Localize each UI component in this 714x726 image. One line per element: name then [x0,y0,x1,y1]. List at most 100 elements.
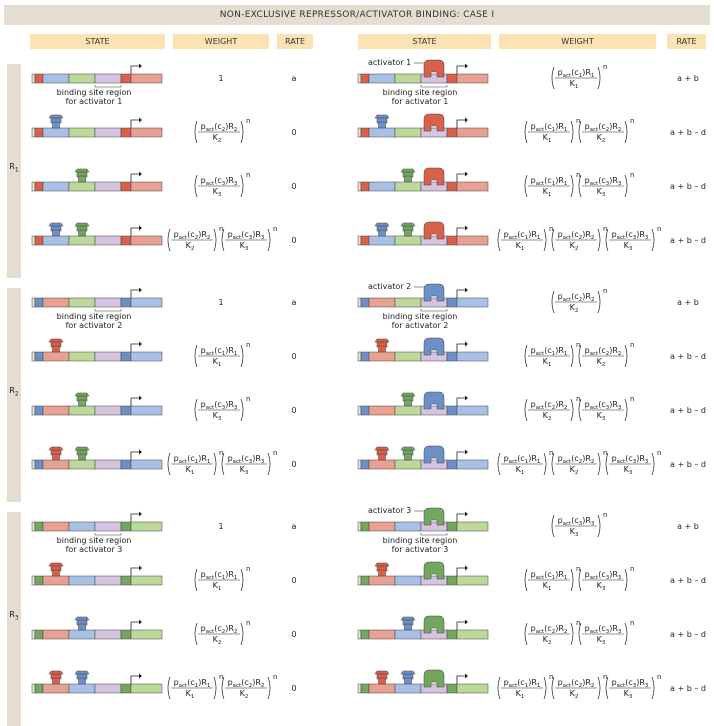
rate-right: a + b [677,522,699,531]
dna-segment [368,405,396,416]
dna-segment [31,235,36,246]
promoter-arrow [130,451,139,460]
promoter-arrow [130,289,139,298]
dna-segment [31,297,36,308]
dna-segment [31,181,36,192]
activator-green [423,669,445,688]
activator-body [423,391,445,410]
dna-segment [94,235,122,246]
paren-right [570,120,574,144]
repressor-red [374,670,390,685]
dna-segment [456,235,489,246]
dna-segment [120,405,132,416]
paren-left [221,228,225,252]
weight-numerator: pact(c2)R2 [174,230,211,241]
dna-segment [130,351,163,362]
dna-segment [456,683,489,694]
dna-segment [68,629,96,640]
weight-numerator: pact(c3)R3 [585,570,622,581]
promoter-arrow [130,675,139,684]
activator-body [423,507,445,526]
repressor-stem [404,175,412,183]
paren-right [240,568,244,592]
promoter-arrow [456,227,465,236]
dna-segment [42,629,70,640]
repressor-stem [52,677,60,685]
repressor-top [400,616,416,621]
dna-segment [394,683,422,694]
rate-right: a + b [677,74,699,83]
paren-left [605,452,609,476]
dna-left-g2-r3 [31,395,163,416]
weight-denominator: K3 [624,241,633,252]
weight-exponent: n [576,171,580,179]
activator-red [423,167,445,186]
activator-blue [423,445,445,464]
repressor-red [48,562,64,577]
paren-right [213,228,217,252]
repressor-stem [404,453,412,461]
dna-segment [120,73,132,84]
site-bracket [420,309,448,312]
repressor-top [48,338,64,343]
weight-left-g3-r1: 1 [218,522,223,531]
dna-left-g3-r2 [31,565,163,586]
weight-denominator: K2 [543,411,552,422]
weight-exponent: n [603,511,607,519]
paren-right [240,120,244,144]
activator-red [423,59,445,78]
weight-numerator: pact(c2)R2 [201,122,238,133]
activator-label: activator 1 [368,58,411,67]
paren-left [497,452,501,476]
repressor-top [74,168,90,173]
promoter-arrowhead [465,117,468,123]
promoter-arrow [456,119,465,128]
dna-right-g3-r3 [357,619,489,640]
dna-segment [31,73,36,84]
promoter-arrowhead [139,565,142,571]
weight-exponent: n [246,341,250,349]
paren-right [651,228,655,252]
paren-right [240,398,244,422]
dna-segment [357,575,362,586]
weight-numerator: pact(c1)R1 [504,678,541,689]
dna-segment [130,235,163,246]
dna-segment [42,297,70,308]
promoter-arrowhead [465,63,468,69]
activator-green [423,561,445,580]
weight-numerator: pact(c2)R2 [558,230,595,241]
weight-denominator: K1 [186,465,195,476]
weight-denominator: K1 [213,357,222,368]
activator-body [423,221,445,240]
paren-left [524,622,528,646]
dna-segment [34,297,44,308]
site-label-line2: for activator 3 [392,545,449,554]
dna-right-g2-r2 [357,341,489,362]
promoter-arrowhead [465,225,468,231]
group-label-main: R [9,162,15,171]
repressor-top [400,222,416,227]
activator-green [423,507,445,526]
group-bar-1 [7,64,21,278]
dna-segment [68,459,96,470]
dna-segment [120,459,132,470]
site-label-line1: binding site region [383,536,458,545]
dna-segment [130,459,163,470]
dna-segment [42,127,70,138]
rate-left: 0 [291,236,296,245]
paren-right [597,514,601,538]
weight-numerator: pact(c2)R2 [558,678,595,689]
dna-segment [368,181,396,192]
repressor-top [48,562,64,567]
dna-segment [68,235,96,246]
dna-segment [357,127,362,138]
paren-right [213,676,217,700]
dna-segment [357,521,362,532]
paren-right [267,452,271,476]
